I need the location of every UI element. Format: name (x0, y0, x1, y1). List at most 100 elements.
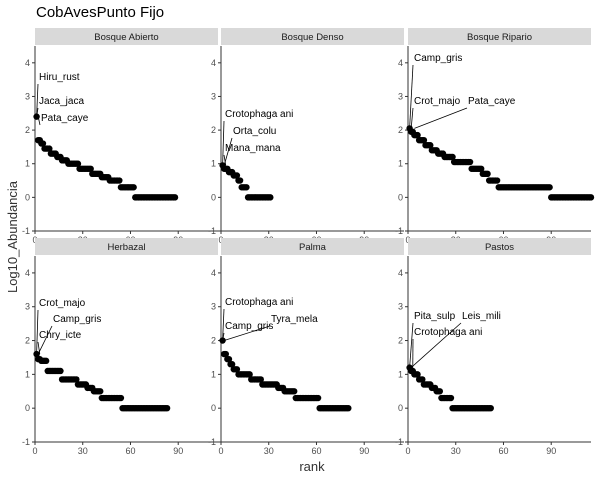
facet-panel: Bosque Abierto-1012340306090Hiru_rustJac… (22, 28, 218, 245)
data-point (449, 153, 456, 161)
species-label: Camp_gris (414, 53, 462, 64)
data-point (257, 376, 264, 383)
data-point (57, 367, 64, 375)
data-point (116, 177, 123, 184)
label-leader-line (222, 332, 225, 341)
y-tick-label: 2 (398, 336, 403, 346)
facet-strip-label: Pastos (485, 242, 514, 253)
label-leader-line (37, 341, 41, 355)
data-point (267, 194, 274, 201)
facet-strip (221, 28, 404, 45)
label-leader-line (410, 322, 462, 368)
y-tick-label: 4 (398, 58, 403, 68)
data-point (493, 177, 501, 184)
species-label: Camp_gris (53, 314, 101, 325)
label-leader-line (36, 83, 39, 117)
species-label: Jaca_jaca (39, 96, 84, 107)
label-leader-line (224, 325, 271, 341)
y-tick-label: 3 (25, 302, 30, 312)
data-point (414, 371, 421, 378)
y-tick-label: 2 (398, 125, 403, 135)
y-tick-label: 4 (25, 268, 30, 278)
data-point (74, 160, 82, 167)
x-tick-label: 0 (218, 446, 223, 456)
data-point (414, 131, 421, 139)
species-label: Camp_gris (225, 321, 273, 332)
species-label: Tyra_mela (271, 314, 318, 325)
y-tick-label: 1 (25, 159, 30, 169)
data-point (345, 404, 352, 412)
data-point (222, 350, 229, 358)
label-leader-line (414, 107, 468, 129)
data-point (587, 194, 595, 201)
label-leader-line (37, 116, 41, 126)
facet-panels: Bosque Abierto-1012340306090Hiru_rustJac… (22, 28, 595, 456)
facet-strip (35, 28, 218, 45)
data-point (233, 172, 241, 179)
x-tick-label: 60 (125, 446, 135, 456)
y-tick-label: -1 (208, 226, 216, 236)
x-tick-label: 0 (405, 446, 410, 456)
data-point (484, 170, 491, 178)
data-point (130, 184, 137, 191)
label-leader-line (36, 309, 39, 355)
facet-strip-label: Palma (299, 242, 327, 253)
y-tick-label: -1 (395, 226, 403, 236)
y-tick-label: -1 (22, 226, 30, 236)
data-point (243, 184, 250, 191)
label-leader-line (222, 308, 225, 341)
label-leader-line (410, 107, 414, 129)
data-point (236, 177, 244, 184)
y-tick-label: 0 (398, 403, 403, 413)
data-point (466, 158, 474, 166)
x-tick-label: 60 (498, 446, 508, 456)
data-point (117, 394, 125, 402)
data-point (419, 376, 426, 383)
y-tick-label: 0 (25, 403, 30, 413)
data-point (233, 366, 241, 373)
facet-strip-label: Herbazal (107, 242, 145, 253)
y-axis-title: Log10_Abundancia (5, 180, 20, 293)
y-tick-label: 4 (211, 268, 216, 278)
species-label: Crotophaga ani (225, 109, 293, 120)
facet-strip-label: Bosque Denso (281, 32, 343, 43)
y-tick-label: 3 (398, 302, 403, 312)
data-point (171, 194, 179, 201)
y-tick-label: 1 (211, 369, 216, 379)
species-label: Mana_mana (225, 143, 281, 154)
facet-strip-label: Bosque Ripario (467, 32, 532, 43)
y-tick-label: -1 (22, 437, 30, 447)
x-axis-title: rank (299, 459, 325, 474)
data-point (314, 394, 322, 402)
x-tick-label: 30 (264, 446, 274, 456)
data-point (73, 376, 80, 383)
data-point (39, 140, 47, 147)
y-tick-label: -1 (395, 437, 403, 447)
label-leader-line (223, 137, 233, 166)
facet-strip-label: Bosque Abierto (94, 32, 158, 43)
species-label: Crot_majo (414, 96, 461, 107)
y-tick-label: 4 (25, 58, 30, 68)
y-tick-label: 0 (211, 192, 216, 202)
x-tick-label: 30 (451, 446, 461, 456)
y-tick-label: 3 (25, 91, 30, 101)
y-tick-label: 3 (211, 91, 216, 101)
y-tick-label: 0 (398, 192, 403, 202)
y-tick-label: 0 (211, 403, 216, 413)
y-tick-label: 2 (25, 125, 30, 135)
data-point (163, 404, 171, 412)
label-leader-line (409, 64, 414, 129)
label-leader-line (222, 120, 225, 166)
data-point (228, 361, 236, 368)
y-tick-label: 2 (211, 125, 216, 135)
data-point (42, 357, 50, 365)
x-tick-label: 90 (546, 446, 556, 456)
y-tick-label: 4 (398, 268, 403, 278)
x-tick-label: 90 (359, 446, 369, 456)
facet-panel: Bosque Ripario-1012340306090Camp_grisCro… (395, 28, 595, 245)
chart-title: CobAvesPunto Fijo (36, 4, 164, 21)
